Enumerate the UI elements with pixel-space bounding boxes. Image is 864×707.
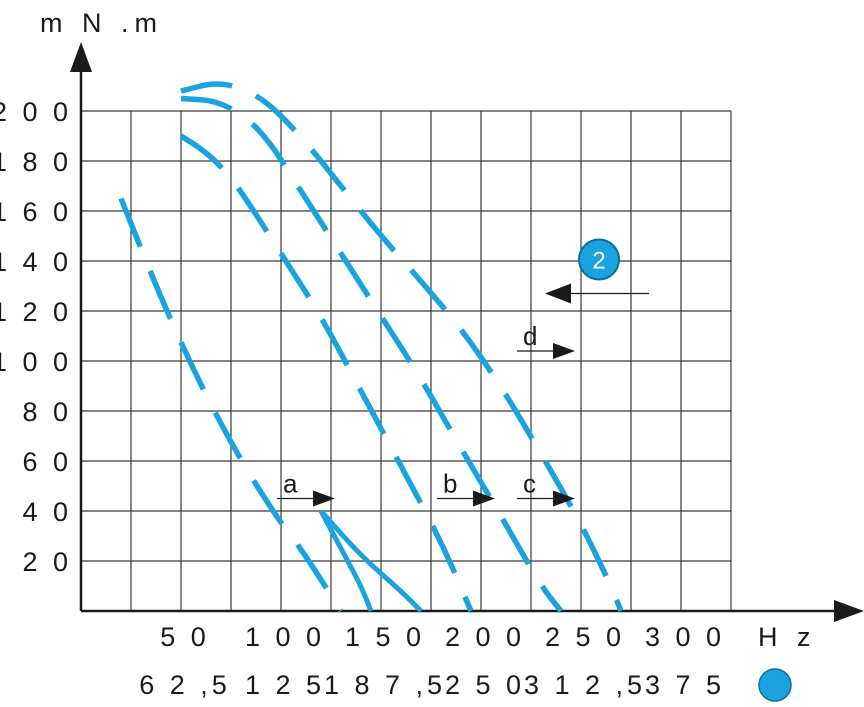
x-tick-label: 5 0 (160, 622, 210, 652)
annotation-arrow-icon (313, 490, 335, 507)
x-secondary-tick-label: 3 7 5 (645, 670, 725, 700)
marker-label: 2 (592, 248, 605, 275)
y-tick-label: 4 0 (22, 497, 72, 527)
y-tick-label: 8 0 (22, 397, 72, 427)
x-secondary-tick-label: 6 2 ,5 (139, 670, 231, 700)
annotation-arrow-icon (553, 490, 575, 507)
x-secondary-tick-label: 3 1 2 ,5 (524, 670, 646, 700)
annotation-label: b (443, 469, 457, 499)
series-line-5 (180, 95, 564, 613)
x-secondary-tick-label: 2 5 0 (445, 670, 525, 700)
axes (70, 42, 864, 622)
hz-indicator-icon (758, 668, 792, 702)
y-axis-arrow (70, 42, 92, 72)
annotation-a: a (277, 469, 335, 507)
y-tick-label: 1 4 0 (0, 247, 72, 277)
annotation-label: d (523, 321, 537, 351)
annotation-d: d (517, 321, 575, 359)
series-line-3 (318, 509, 374, 612)
annotation-b: b (437, 469, 495, 507)
x-secondary-tick-label: 1 2 5 (245, 670, 325, 700)
x-tick-label: 2 5 0 (545, 622, 625, 652)
y-tick-label: 2 0 0 (0, 97, 72, 127)
y-tick-label: 2 0 (22, 547, 72, 577)
series-line-6 (180, 81, 624, 613)
marker-circle-icon (578, 238, 620, 281)
annotation-arrow-icon (473, 490, 495, 507)
x-tick-label: 2 0 0 (445, 622, 525, 652)
annotations: a b c d 2 (277, 238, 649, 507)
series-line-1 (118, 197, 344, 613)
x-tick-label: 1 0 0 (245, 622, 325, 652)
grid (81, 110, 732, 611)
x-secondary-tick-label: 1 8 7 ,5 (324, 670, 446, 700)
marker-arrow-icon (545, 283, 571, 304)
y-tick-label: 6 0 (22, 447, 72, 477)
annotation-arrow-icon (553, 343, 575, 359)
marker-2: 2 (545, 238, 649, 304)
y-tick-label: 1 0 0 (0, 347, 72, 377)
y-tick-label: 1 2 0 (0, 297, 72, 327)
y-tick-label: 1 6 0 (0, 197, 72, 227)
annotation-c: c (517, 469, 575, 507)
y-tick-label: 1 8 0 (0, 147, 72, 177)
annotation-label: c (523, 469, 536, 499)
x-axis-arrow (834, 600, 864, 622)
y-axis-unit-label: m N .m (40, 8, 163, 38)
x-axis-unit-label: H z (758, 622, 817, 652)
series-line-4 (179, 133, 474, 613)
x-tick-label: 3 0 0 (645, 622, 725, 652)
x-tick-label: 1 5 0 (345, 622, 425, 652)
series (118, 81, 624, 613)
tick-labels: 2 0 4 0 6 0 8 0 1 0 0 1 2 0 1 4 0 1 6 0 1 8 0 2 0… (0, 97, 725, 700)
annotation-label: a (283, 469, 298, 499)
